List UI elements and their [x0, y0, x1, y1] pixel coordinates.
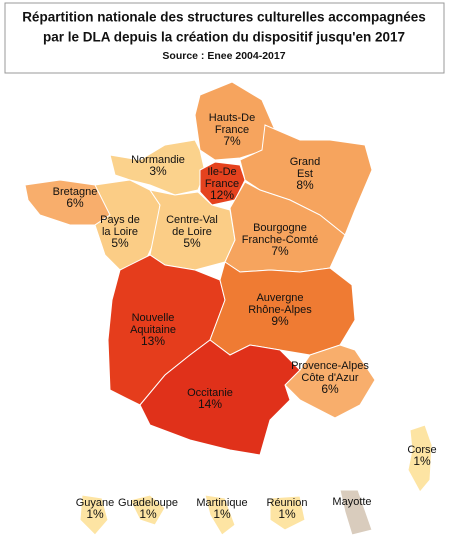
- region-value: 1%: [413, 454, 431, 468]
- region-name: Guyane: [76, 497, 115, 509]
- region-name: France: [205, 178, 239, 190]
- region-name: Corse: [407, 444, 436, 456]
- region-value: 1%: [86, 507, 104, 521]
- region-name: Pays de: [100, 214, 140, 226]
- region-value: 6%: [321, 382, 339, 396]
- region-name: Provence-Alpes: [291, 360, 369, 372]
- region-name: Centre-Val: [166, 214, 218, 226]
- region: [339, 489, 373, 536]
- region-value: 5%: [111, 236, 129, 250]
- region-value: 9%: [271, 314, 289, 328]
- region-value: 1%: [213, 507, 231, 521]
- region-value: 6%: [66, 196, 84, 210]
- source: Source : Enee 2004-2017: [162, 50, 285, 62]
- region-value: 12%: [210, 188, 234, 202]
- region-name: France: [215, 124, 249, 136]
- region-name: Occitanie: [187, 387, 233, 399]
- region-name: Rhône-Alpes: [248, 304, 312, 316]
- region: [79, 494, 109, 536]
- region-name: Côte d'Azur: [301, 372, 358, 384]
- region-value: 13%: [141, 334, 165, 348]
- region-name: Nouvelle: [132, 312, 175, 324]
- region: [407, 424, 433, 493]
- region-name: la Loire: [102, 226, 138, 238]
- region: [129, 494, 166, 526]
- region-name: Mayotte: [332, 496, 371, 508]
- region-value: 8%: [296, 178, 314, 192]
- region-value: 1%: [278, 507, 296, 521]
- region-name: Grand: [290, 156, 321, 168]
- region-name: Hauts-De: [209, 112, 255, 124]
- region-value: 14%: [198, 397, 222, 411]
- region-value: 5%: [183, 236, 201, 250]
- region-name: Bourgogne: [253, 222, 307, 234]
- region-name: Martinique: [196, 497, 247, 509]
- region: [204, 494, 236, 536]
- region-value: 1%: [139, 507, 157, 521]
- region-name: Franche-Comté: [242, 234, 318, 246]
- region-value: 7%: [223, 134, 241, 148]
- region-name: Aquitaine: [130, 324, 176, 336]
- region: [269, 495, 306, 531]
- title-box: [4, 2, 445, 74]
- region-name: Guadeloupe: [118, 497, 178, 509]
- region-value: 3%: [149, 164, 167, 178]
- region-value: 7%: [271, 244, 289, 258]
- region-name: Est: [297, 168, 313, 180]
- region: [139, 339, 301, 456]
- region-name: de Loire: [172, 226, 212, 238]
- region-name: Normandie: [131, 154, 185, 166]
- title-line: Répartition nationale des structures cul…: [22, 10, 426, 25]
- region-name: Bretagne: [53, 186, 98, 198]
- region-name: Réunion: [267, 497, 308, 509]
- title-line: par le DLA depuis la création du disposi…: [43, 30, 405, 45]
- region-name: Auvergne: [256, 292, 303, 304]
- region-name: Ile-De: [207, 166, 236, 178]
